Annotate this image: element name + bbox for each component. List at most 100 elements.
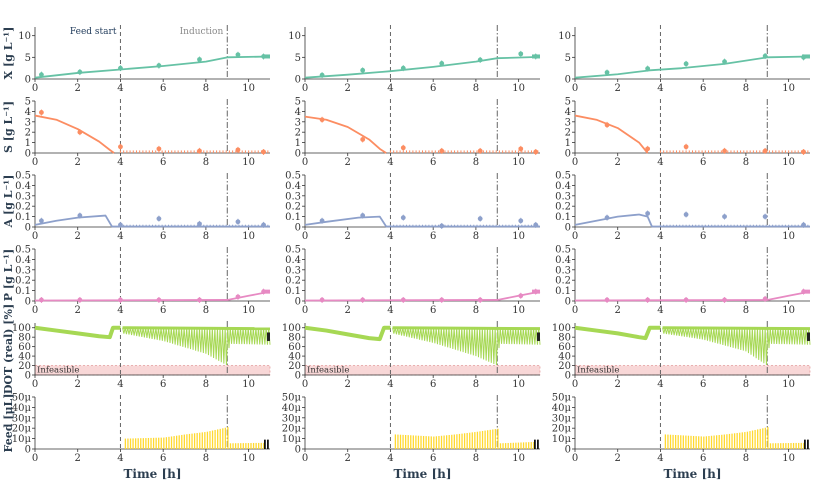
- p-data-point: [319, 297, 325, 303]
- a-data-point: [235, 219, 241, 225]
- feed-bar: [476, 431, 479, 449]
- x-tick-label: 4: [117, 157, 123, 168]
- feed-bar: [232, 443, 234, 449]
- feed-bar: [764, 427, 767, 449]
- feed-bar: [674, 434, 677, 449]
- y-tick-label: 0.3: [15, 265, 31, 276]
- y-tick-label: 0: [25, 149, 31, 160]
- a-model-line: [574, 213, 810, 228]
- feed-bar: [451, 434, 453, 449]
- feed-bar: [502, 443, 504, 449]
- a-data-point: [77, 213, 83, 218]
- y-axis-label: P [g L⁻¹]: [2, 249, 15, 301]
- feed-bar: [533, 441, 535, 449]
- s-data-point: [604, 122, 610, 128]
- p-data-point: [645, 297, 651, 303]
- dot-model-line: [34, 325, 121, 340]
- feed-bar: [705, 436, 708, 449]
- infeasible-label: Infeasible: [37, 366, 79, 376]
- feed-bar: [525, 442, 527, 449]
- x-tick-label: 4: [117, 231, 123, 242]
- feed-bar: [474, 432, 476, 449]
- feed-bar: [677, 435, 679, 449]
- feed-bar: [669, 434, 672, 449]
- feed-bar: [716, 435, 718, 449]
- y-tick-label: 0.2: [15, 276, 31, 287]
- feed-bar: [402, 434, 404, 449]
- y-tick-label: 0: [295, 445, 301, 456]
- feed-bar: [458, 433, 461, 449]
- feed-bar: [252, 442, 255, 449]
- feed-bar: [774, 443, 777, 449]
- feed-start-annotation: Feed start: [70, 27, 117, 37]
- x-data-point: [319, 72, 325, 78]
- subplot-x: 0 5 10 0 2 4 6 8 10: [288, 25, 541, 94]
- s-data-point: [319, 117, 325, 123]
- x-tick-label: 8: [203, 83, 209, 94]
- feed-bar: [188, 433, 191, 449]
- x-tick-label: 6: [700, 379, 706, 390]
- feed-bar: [430, 436, 432, 449]
- feed-end-marker: [264, 439, 266, 449]
- feed-bar: [150, 437, 152, 449]
- x-tick-label: 0: [32, 157, 38, 168]
- feed-bar: [158, 437, 160, 449]
- feed-bar: [165, 437, 168, 449]
- x-tick-label: 10: [512, 157, 525, 168]
- y-tick-label: 0.5: [555, 245, 571, 256]
- y-tick-label: 0: [295, 75, 301, 86]
- subplot-p: 00.10.20.30.40.5 0 2 4 6 8 10 P [g L⁻¹]: [2, 245, 271, 316]
- s-data-point: [197, 148, 202, 154]
- y-tick-label: 0: [25, 445, 31, 456]
- feed-bar: [790, 443, 792, 449]
- feed-bar: [428, 436, 430, 449]
- s-data-point: [156, 146, 162, 152]
- feed-bar: [250, 443, 252, 449]
- feed-bar: [134, 438, 137, 449]
- y-tick-label: 1: [565, 138, 571, 149]
- feed-bar: [510, 442, 512, 449]
- y-tick-label: 10μ: [552, 434, 572, 445]
- x-end-marker: [262, 54, 270, 59]
- y-tick-label: 100: [282, 323, 301, 334]
- y-tick-label: 10μ: [12, 434, 32, 445]
- x-tick-label: 4: [117, 453, 123, 464]
- y-tick-label: 30μ: [552, 413, 572, 424]
- feed-bar: [240, 443, 242, 449]
- feed-bar: [242, 443, 244, 449]
- y-axis-label: S [g L⁻¹]: [2, 101, 15, 153]
- s-data-point: [360, 137, 366, 142]
- y-tick-label: 30μ: [12, 413, 32, 424]
- feed-bar: [410, 435, 412, 449]
- x-data-point: [235, 52, 241, 58]
- y-tick-label: 50μ: [282, 393, 302, 404]
- x-tick-label: 0: [572, 379, 578, 390]
- feed-bar: [214, 429, 216, 449]
- s-data-point: [762, 148, 768, 154]
- feed-bar: [733, 433, 736, 449]
- feed-bar: [512, 442, 514, 449]
- y-tick-label: 4: [565, 107, 571, 118]
- subplot-a: 00.10.20.30.40.5 0 2 4 6 8 10: [555, 171, 810, 242]
- x-tick-label: 0: [302, 305, 308, 316]
- x-tick-label: 10: [782, 453, 795, 464]
- feed-bar: [800, 442, 802, 449]
- y-tick-label: 2: [565, 128, 571, 139]
- feed-bar: [463, 433, 466, 449]
- p-data-point: [39, 297, 44, 303]
- feed-bar: [692, 435, 695, 449]
- y-tick-label: 3: [565, 117, 571, 128]
- feed-bar: [792, 442, 795, 449]
- x-tick-label: 4: [387, 379, 393, 390]
- feed-bar: [759, 428, 761, 449]
- y-tick-label: 0: [565, 149, 571, 160]
- x-tick-label: 8: [473, 305, 479, 316]
- x-tick-label: 2: [75, 83, 81, 94]
- x-tick-label: 8: [743, 157, 749, 168]
- y-tick-label: 100: [12, 323, 31, 334]
- feed-bar: [667, 434, 669, 449]
- x-tick-label: 6: [160, 453, 166, 464]
- y-tick-label: 0.1: [15, 286, 31, 297]
